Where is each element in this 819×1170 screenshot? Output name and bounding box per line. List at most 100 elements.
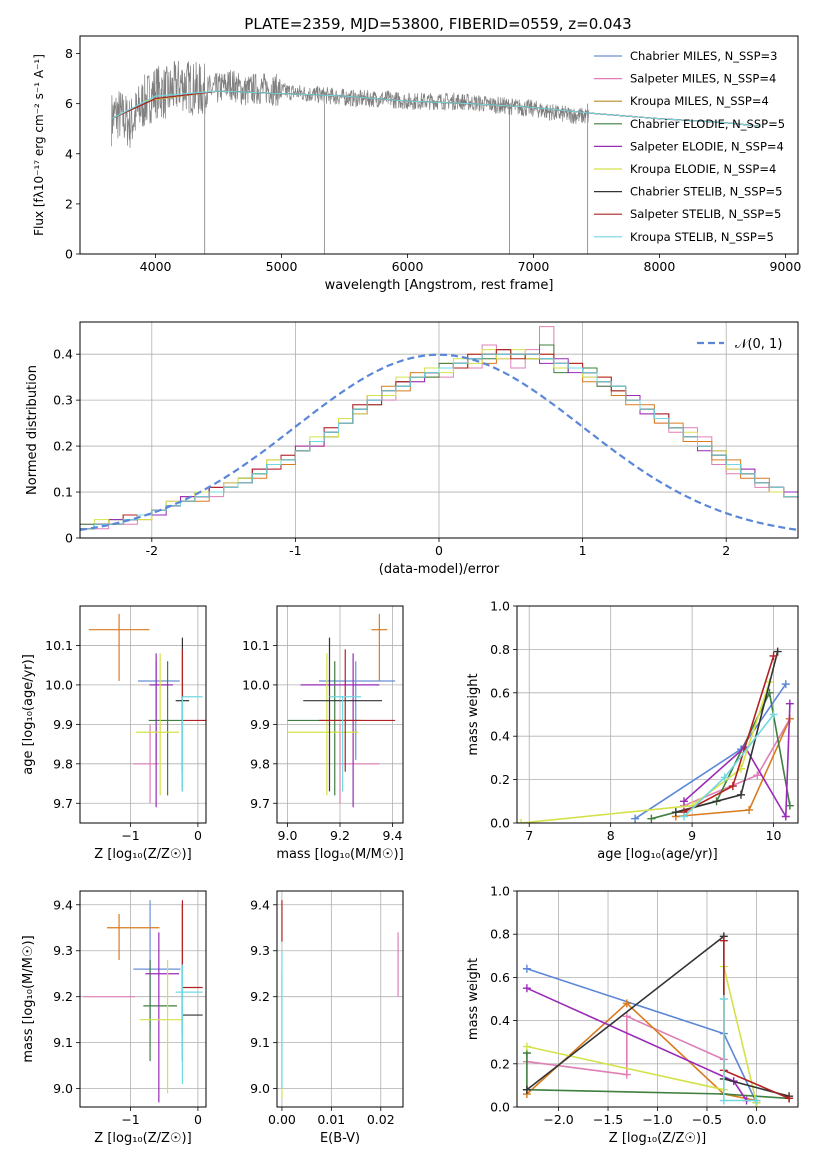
y-tick-label: 0.8 <box>490 642 510 657</box>
weight-marker <box>752 1096 761 1105</box>
errorbar-point-3 <box>148 661 183 796</box>
legend-label: Chabrier STELIB, N_SSP=5 <box>630 185 782 199</box>
errorbar-point-7 <box>181 649 206 772</box>
plot-area-age_vs_mass <box>287 613 396 808</box>
legend-label: Chabrier MILES, N_SSP=3 <box>630 49 777 63</box>
weight-series-3 <box>647 688 794 823</box>
legend-label: Salpeter MILES, N_SSP=4 <box>630 72 776 86</box>
x-tick-label: 8000 <box>644 259 676 274</box>
weight-series-0 <box>631 680 790 823</box>
weight-marker <box>785 699 794 708</box>
weight-marker <box>517 819 526 823</box>
weight-marker <box>522 964 531 973</box>
y-tick-label: 0.3 <box>53 393 73 408</box>
y-tick-label: 9.3 <box>53 943 73 958</box>
x-tick-label: 0 <box>435 543 443 558</box>
x-tick-label: 0.0 <box>746 1112 766 1127</box>
weight-marker <box>719 995 728 1003</box>
y-tick-label: 9.8 <box>53 756 73 771</box>
y-tick-label: 9.0 <box>250 1081 270 1096</box>
legend-label: Kroupa ELODIE, N_SSP=4 <box>630 162 776 176</box>
y-tick-label: 6 <box>65 96 73 111</box>
axes-frame <box>276 605 404 824</box>
y-axis-label: Flux [fλ10⁻¹⁷ erg cm⁻² s⁻¹ A⁻¹] <box>32 54 46 236</box>
panel-spectrum: 4000 5000 6000 7000 8000 9000 0 2 4 6 8 wavelength … <box>32 35 801 293</box>
model-line-8 <box>111 90 761 127</box>
x-tick-label: 0 <box>194 1112 202 1127</box>
x-tick-label: 6000 <box>392 259 424 274</box>
weight-marker <box>785 1094 794 1103</box>
y-tick-label: 0.4 <box>490 729 510 744</box>
y-tick-label: 9.4 <box>250 897 270 912</box>
weight-marker <box>522 984 531 993</box>
y-tick-label: 9.7 <box>53 796 73 811</box>
errorbar-point-5 <box>135 653 180 796</box>
x-tick-label: 8 <box>607 828 615 843</box>
legend-label: Salpeter ELODIE, N_SSP=4 <box>630 139 784 153</box>
x-tick-label: 9000 <box>769 259 801 274</box>
observed-spectrum-line <box>111 60 590 148</box>
y-tick-label: 9.1 <box>250 1035 270 1050</box>
y-axis-label: mass weight <box>466 673 481 755</box>
errorbar-point-1 <box>339 724 380 804</box>
errorbar-point-3 <box>143 959 178 1062</box>
x-tick-label: 0.00 <box>268 1112 296 1127</box>
errorbar-point-1 <box>133 724 159 804</box>
x-tick-label: −2.0 <box>543 1112 573 1127</box>
y-tick-label: 9.1 <box>53 1035 73 1050</box>
weight-marker <box>720 773 729 782</box>
x-tick-label: 9.0 <box>278 828 298 843</box>
weight-line <box>521 681 771 823</box>
weight-marker <box>679 797 688 806</box>
weight-line <box>526 966 758 1103</box>
weight-series-7 <box>679 651 778 817</box>
errorbar-point-8 <box>181 696 203 792</box>
weight-marker <box>781 680 790 689</box>
errorbar-point-4 <box>145 932 180 1103</box>
weight-marker <box>679 812 688 821</box>
axes-frame <box>79 321 799 539</box>
panel-age_vs_mass: 9.0 9.2 9.4 9.7 9.8 9.9 10.0 10.1 mass [log₁₀(M/… <box>242 605 404 862</box>
axes-frame <box>79 890 207 1108</box>
x-tick-label: −0.5 <box>692 1112 722 1127</box>
y-tick-label: 0.1 <box>53 485 73 500</box>
errorbar-point-4 <box>300 653 380 808</box>
legend-label: Chabrier ELODIE, N_SSP=5 <box>630 117 785 131</box>
normal-curve <box>80 353 798 531</box>
panel-residuals: -2 -1 0 1 2 0 0.1 0.2 0.3 0.4 (data-model)/error No… <box>25 321 799 577</box>
x-axis-label: Z [log₁₀(Z/Z☉)] <box>609 1131 706 1146</box>
x-axis-label: wavelength [Angstrom, rest frame] <box>325 278 554 293</box>
weight-line <box>526 1053 790 1100</box>
x-tick-label: 0.01 <box>317 1112 345 1127</box>
plot-area-mass_weight_vs_Z <box>522 932 794 1107</box>
y-tick-label: 9.9 <box>53 717 73 732</box>
legend-label: 𝒩(0, 1) <box>735 337 782 352</box>
errorbar-point-5 <box>139 959 182 1094</box>
weight-marker <box>631 814 640 823</box>
legend: Chabrier MILES, N_SSP=3 Salpeter MILES, N… <box>594 49 785 244</box>
y-tick-label: 0.2 <box>53 439 73 454</box>
weight-line <box>526 1002 757 1102</box>
errorbar-point-2 <box>371 613 388 681</box>
axes-frame <box>516 605 799 824</box>
weight-marker <box>622 1070 631 1079</box>
errorbar-point-0 <box>133 900 181 1029</box>
weight-series-8 <box>719 995 761 1105</box>
x-tick-label: 0.02 <box>367 1112 395 1127</box>
y-tick-label: 0.8 <box>490 927 510 942</box>
panel-mass_weight_vs_Z: −2.0 −1.5 −1.0 −0.5 0.0 0.0 0.2 0.4 0.6 0.8 1.0 Z [… <box>466 884 799 1146</box>
y-tick-label: 10.0 <box>45 677 73 692</box>
legend-label: Kroupa STELIB, N_SSP=5 <box>630 230 774 244</box>
panel-age_vs_Z: −1 0 9.7 9.8 9.9 10.0 10.1 Z [log₁₀(Z/Z☉)] age [… <box>21 605 207 862</box>
plot-area-mass_vs_ebv <box>281 900 399 1098</box>
y-tick-label: 0.6 <box>490 970 510 985</box>
y-axis-label: mass weight <box>466 958 481 1040</box>
weight-marker <box>647 814 656 823</box>
y-tick-label: 9.4 <box>53 897 73 912</box>
x-tick-label: −1 <box>121 1112 139 1127</box>
x-axis-label: Z [log₁₀(Z/Z☉)] <box>94 1131 191 1146</box>
weight-marker <box>719 936 728 945</box>
x-tick-label: 9 <box>688 828 696 843</box>
x-tick-label: -2 <box>146 543 158 558</box>
weight-marker <box>522 1042 531 1051</box>
